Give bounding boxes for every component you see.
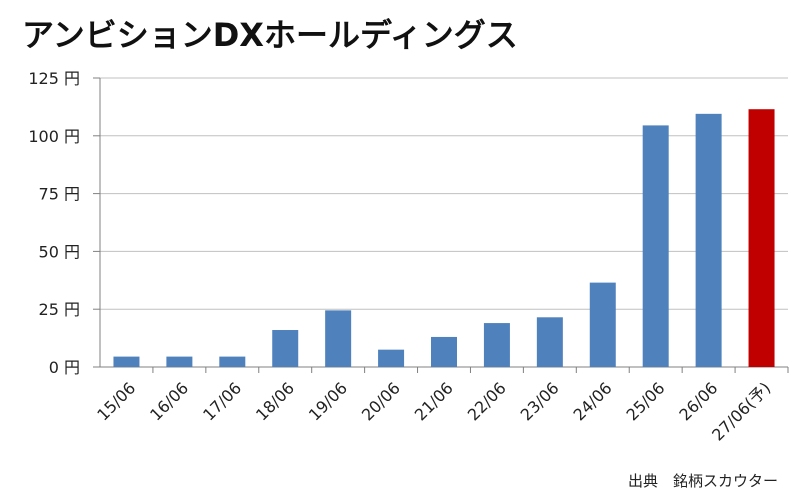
x-tick-label: 19/06 bbox=[305, 378, 351, 424]
bar bbox=[589, 282, 616, 367]
y-tick-label: 25 円 bbox=[39, 300, 80, 319]
x-tick-label: 24/06 bbox=[570, 378, 616, 424]
x-tick-label: 17/06 bbox=[199, 378, 245, 424]
bar bbox=[378, 349, 405, 367]
x-tick-label: 27/06(予) bbox=[708, 378, 774, 444]
x-tick-label: 18/06 bbox=[252, 378, 298, 424]
bar bbox=[483, 323, 510, 367]
bar bbox=[695, 113, 722, 367]
x-tick-label: 22/06 bbox=[464, 378, 510, 424]
y-tick-label: 50 円 bbox=[39, 242, 80, 261]
bar-forecast bbox=[748, 109, 775, 367]
bar bbox=[113, 356, 140, 367]
bar bbox=[642, 125, 669, 368]
chart-title: アンビションDXホールディングス bbox=[22, 16, 518, 54]
x-tick-label: 25/06 bbox=[622, 378, 668, 424]
bar bbox=[166, 356, 193, 367]
bar bbox=[219, 356, 246, 367]
x-tick-label: 16/06 bbox=[146, 378, 192, 424]
y-tick-label: 100 円 bbox=[28, 127, 80, 146]
source-note: 出典 銘柄スカウター bbox=[627, 472, 778, 490]
bar bbox=[272, 330, 299, 367]
x-tick-label: 26/06 bbox=[675, 378, 721, 424]
y-tick-label: 75 円 bbox=[39, 185, 80, 204]
y-tick-label: 125 円 bbox=[28, 69, 80, 88]
bar bbox=[431, 336, 457, 367]
x-tick-label: 23/06 bbox=[517, 378, 563, 424]
x-tick-label: 15/06 bbox=[93, 378, 139, 424]
bar bbox=[536, 317, 563, 367]
x-tick-label: 21/06 bbox=[411, 378, 457, 424]
x-tick-label: 20/06 bbox=[358, 378, 404, 424]
bar bbox=[325, 310, 352, 367]
y-tick-label: 0 円 bbox=[49, 358, 80, 377]
